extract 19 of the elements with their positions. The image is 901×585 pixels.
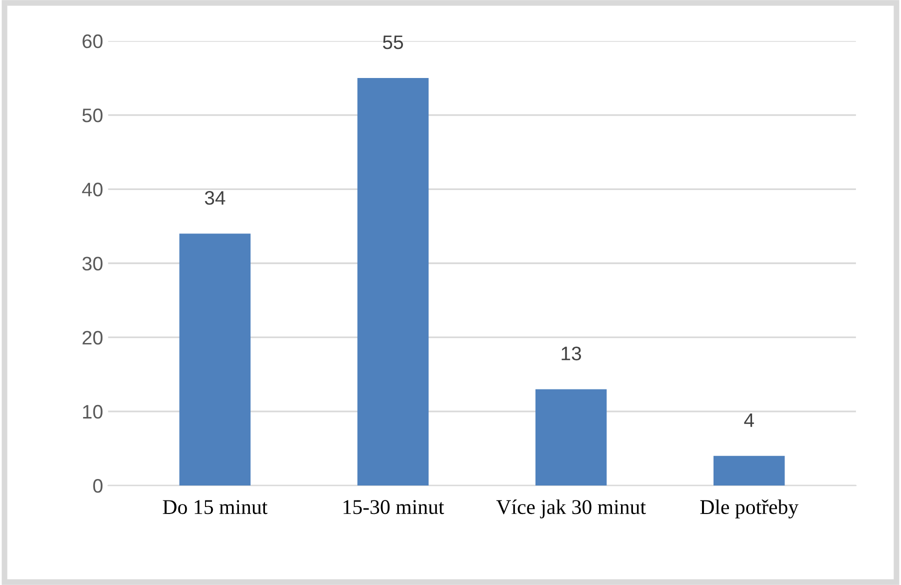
y-tick-label: 40	[82, 182, 102, 196]
y-tick-label: 60	[82, 34, 102, 48]
bar	[357, 78, 429, 486]
y-tick-label: 30	[82, 256, 102, 270]
data-label: 55	[382, 36, 404, 50]
x-tick-label: 15-30 minut	[344, 500, 444, 514]
y-tick-label: 0	[93, 479, 102, 493]
bar	[179, 234, 251, 486]
y-tick-label: 50	[82, 108, 102, 122]
x-tick-label: Do 15 minut	[162, 500, 268, 514]
data-label: 13	[562, 346, 582, 360]
x-tick-label: Dle potřeby	[700, 499, 798, 518]
bar	[714, 456, 785, 486]
y-tick-label: 20	[82, 330, 102, 345]
x-tick-label: Více jak 30 minut	[496, 499, 646, 518]
data-label: 34	[204, 191, 226, 205]
y-tick-label: 10	[83, 404, 102, 419]
data-label: 4	[744, 414, 754, 427]
bar	[535, 389, 607, 486]
